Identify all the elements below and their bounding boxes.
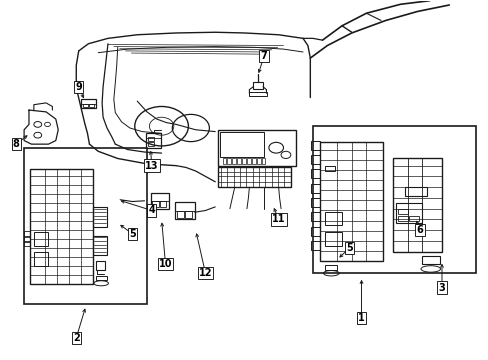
Bar [151, 193, 169, 209]
Bar [227, 158, 231, 164]
Bar [83, 104, 88, 107]
Text: 6: 6 [416, 225, 423, 235]
Bar [175, 202, 194, 220]
Text: 7: 7 [260, 51, 267, 61]
Text: 2: 2 [73, 333, 80, 343]
Bar [312, 126, 475, 273]
Bar [89, 104, 94, 107]
Bar [232, 158, 236, 164]
Text: 10: 10 [159, 259, 172, 269]
Bar [311, 198, 320, 207]
Bar [93, 207, 107, 226]
Bar [311, 241, 320, 250]
Text: 5: 5 [129, 229, 136, 239]
Text: 5: 5 [345, 243, 352, 253]
Text: 4: 4 [148, 206, 155, 216]
Bar [222, 158, 226, 164]
Bar [246, 158, 250, 164]
Bar [159, 201, 166, 207]
Bar [30, 169, 93, 284]
Bar [325, 212, 341, 225]
Bar [311, 184, 320, 193]
Text: 13: 13 [145, 161, 158, 171]
Bar [24, 148, 147, 304]
Bar [152, 201, 158, 207]
Bar [261, 158, 265, 164]
Bar [96, 276, 106, 280]
Bar [93, 235, 107, 255]
Bar [311, 212, 320, 221]
Bar [217, 130, 295, 166]
Bar [422, 256, 439, 264]
Bar [311, 226, 320, 235]
Bar [251, 158, 255, 164]
Bar [184, 211, 192, 218]
Bar [253, 82, 263, 89]
Bar [34, 232, 48, 246]
Bar [408, 216, 418, 221]
Bar [96, 261, 104, 270]
Bar [395, 203, 422, 223]
Bar [24, 236, 30, 242]
Bar [392, 158, 441, 252]
Bar [24, 231, 30, 237]
Text: 11: 11 [271, 215, 285, 224]
Text: 3: 3 [438, 283, 445, 293]
Bar [325, 232, 341, 246]
Bar [237, 158, 241, 164]
Bar [311, 140, 320, 149]
Bar [249, 92, 266, 96]
Bar [405, 187, 427, 196]
Bar [397, 209, 407, 214]
Bar [176, 211, 183, 218]
Bar [24, 240, 30, 246]
Bar [242, 158, 245, 164]
Bar [325, 166, 334, 171]
Bar [148, 142, 154, 146]
Text: 8: 8 [13, 139, 20, 149]
Bar [220, 132, 264, 157]
Bar [217, 167, 290, 187]
Bar [34, 252, 48, 266]
Bar [148, 137, 154, 140]
Text: 9: 9 [75, 82, 82, 92]
Bar [311, 169, 320, 178]
Text: 12: 12 [198, 268, 212, 278]
Bar [146, 134, 160, 148]
Bar [256, 158, 260, 164]
Bar [397, 216, 407, 221]
Bar [81, 99, 96, 108]
Bar [311, 155, 320, 164]
Bar [325, 265, 336, 270]
Text: 1: 1 [357, 313, 364, 323]
Bar [320, 142, 383, 261]
